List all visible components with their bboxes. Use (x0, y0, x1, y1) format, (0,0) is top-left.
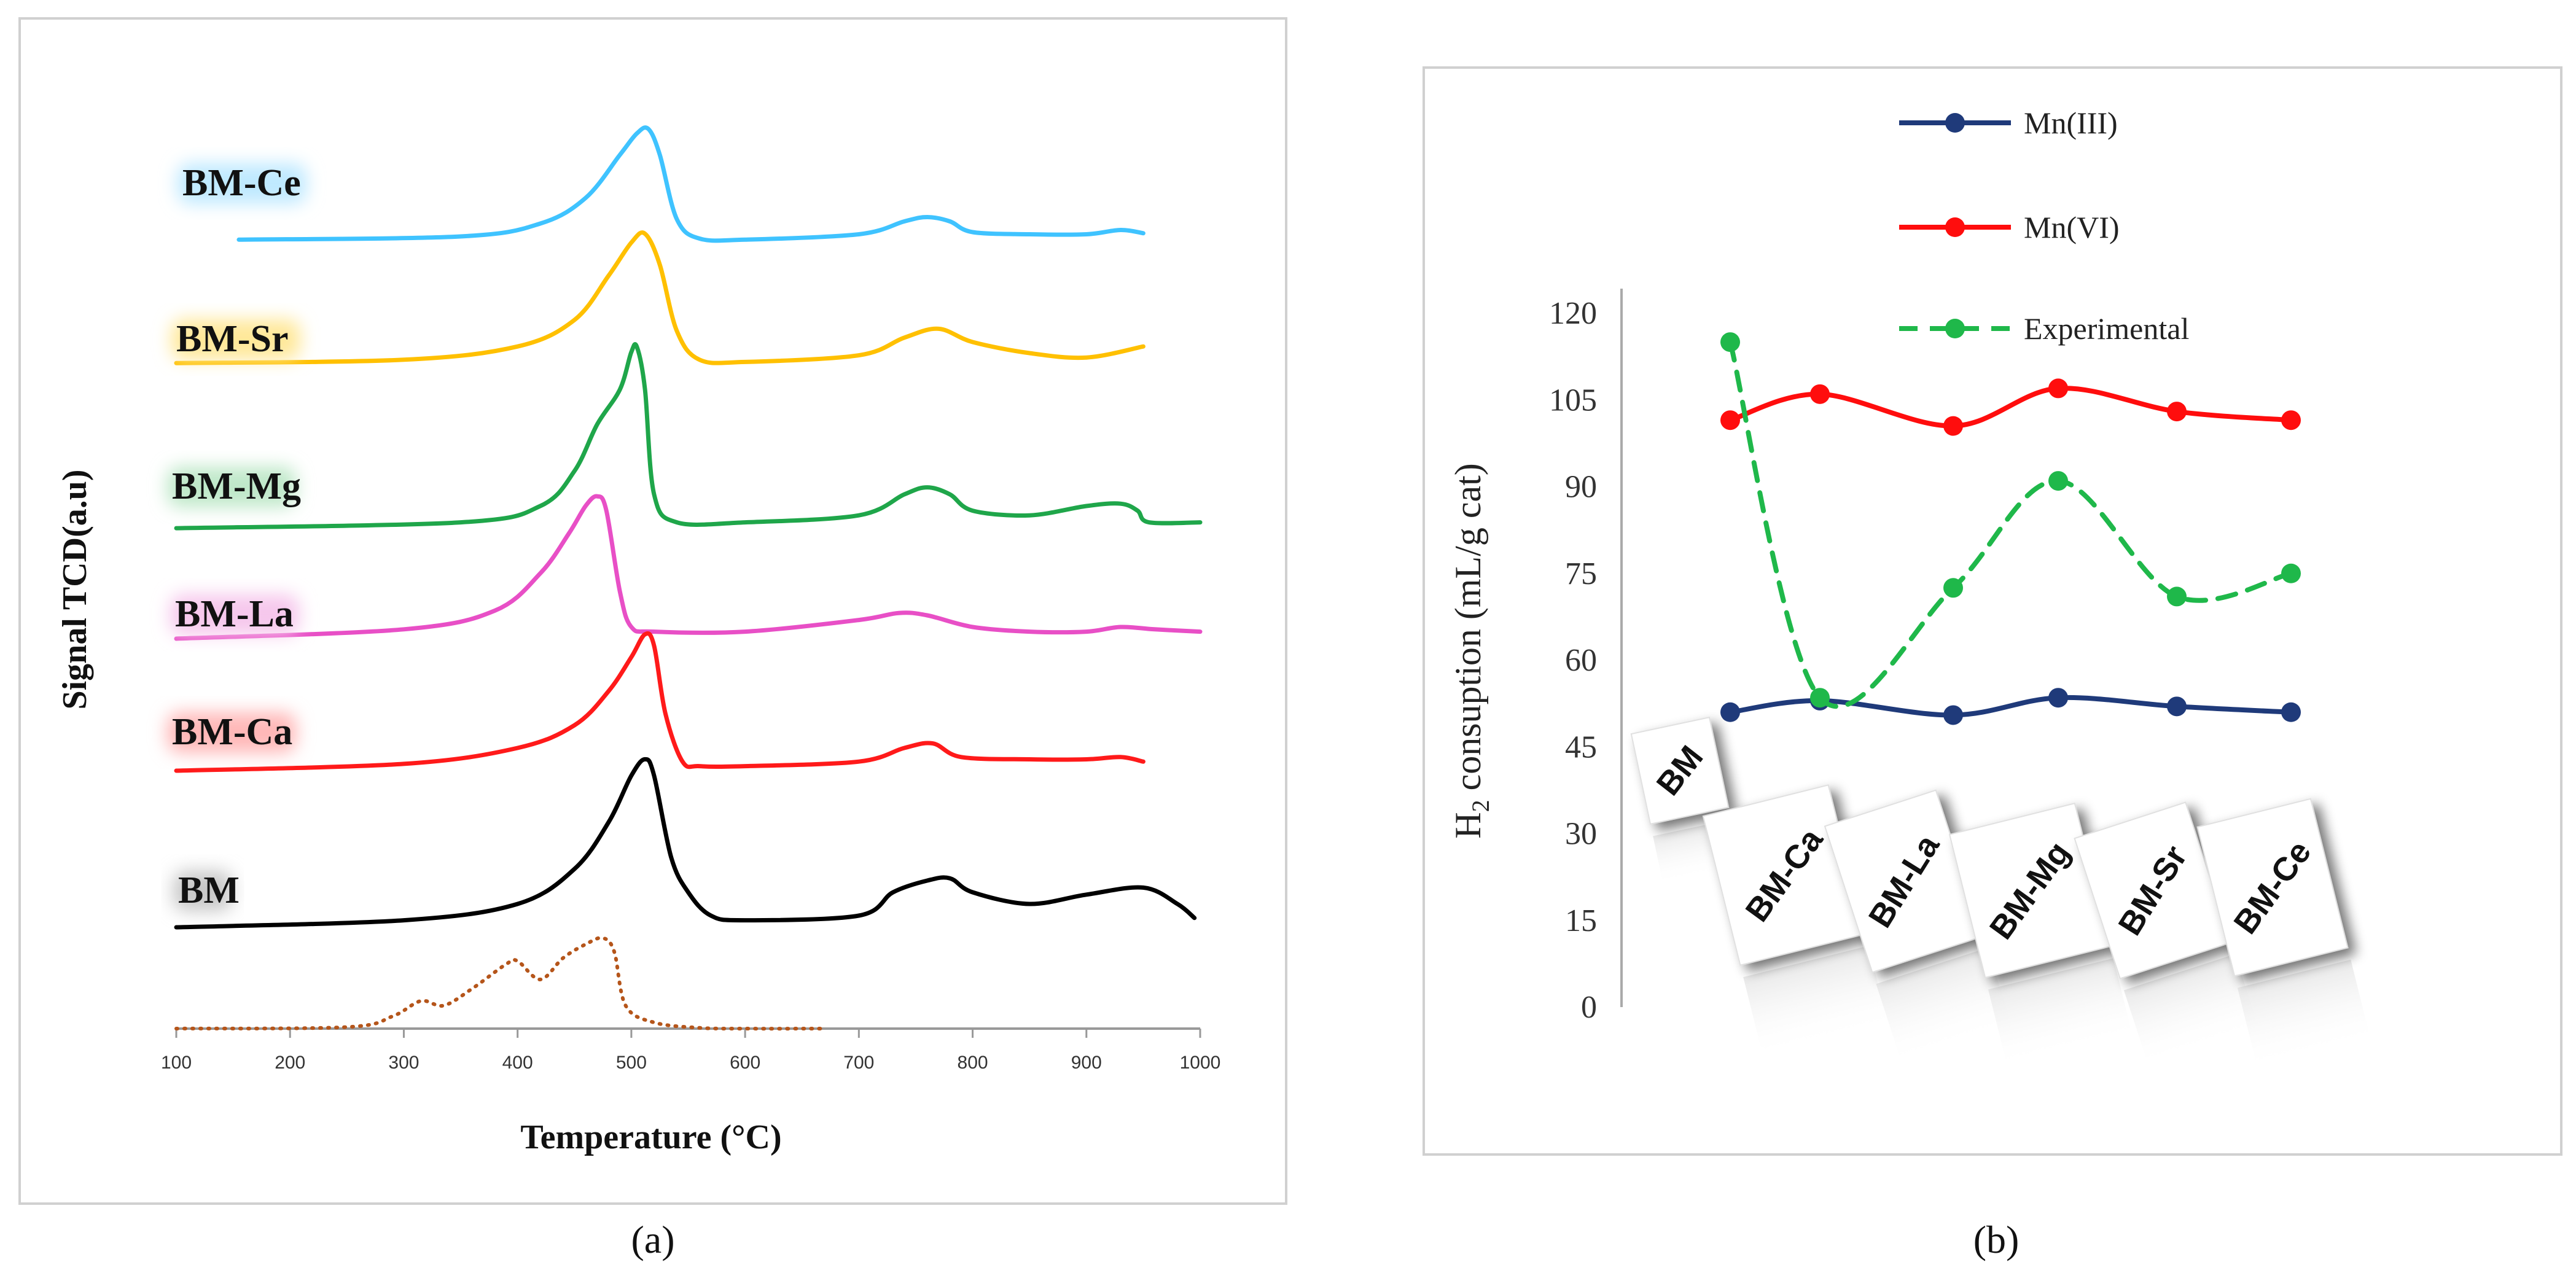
x-tick-label: 800 (958, 1053, 988, 1073)
data-point-experimental (2281, 563, 2301, 583)
data-point-mn-iii (2281, 702, 2301, 722)
tpr-curve-bm-ce (236, 125, 1146, 243)
data-point-mn-vi (1943, 416, 1963, 436)
category-card-bm-la: BM-La (1824, 789, 2013, 1065)
y-tick-label: 0 (1581, 990, 1597, 1025)
legend-swatch-marker (1945, 319, 1965, 338)
series-label-glow (173, 871, 232, 911)
data-point-mn-iii (2048, 688, 2068, 708)
card-reflection (1988, 958, 2133, 1069)
data-point-mn-vi (2048, 378, 2068, 399)
data-point-mn-vi (1720, 410, 1740, 430)
y-tick-label: 60 (1565, 643, 1597, 678)
y-tick-label: 120 (1549, 296, 1597, 331)
series-label-glow (170, 594, 299, 635)
panel-a-series (174, 125, 1203, 1031)
panel-b-series (1720, 332, 2301, 725)
legend-label-experimental: Experimental (2024, 311, 2189, 346)
caption-a: (a) (631, 1218, 674, 1261)
data-point-experimental (1943, 578, 1963, 598)
tpr-curve-bm-ca (174, 631, 1146, 773)
tpr-curve-bm (174, 757, 1197, 930)
data-point-mn-iii (2167, 696, 2187, 717)
x-tick-label: 1000 (1180, 1053, 1221, 1073)
y-title-subscript: 2 (1467, 800, 1494, 812)
series-label-bm-ce: BM-Ce (182, 162, 301, 204)
data-point-experimental (2167, 586, 2187, 607)
y-tick-label: 15 (1565, 903, 1597, 938)
series-label-glow (178, 163, 306, 204)
card-reflection (1743, 946, 1889, 1059)
category-card-bm-ce: BM-Ce (2196, 798, 2371, 1070)
panel-a-x-ticks: 100 200 300 400 500 600 700 800 900 1000 (161, 1029, 1220, 1073)
x-tick-label: 400 (502, 1053, 533, 1073)
card-reflection (2237, 959, 2371, 1070)
series-label-bm-ca: BM-Ca (172, 711, 292, 753)
series-label-bm-la: BM-La (175, 593, 294, 635)
legend-label-mn-vi: Mn(VI) (2024, 210, 2120, 244)
x-tick-label: 900 (1071, 1053, 1102, 1073)
category-card-bm-sr: BM-Sr (2074, 801, 2260, 1068)
series-label-glow (171, 319, 300, 360)
data-point-mn-iii (1943, 705, 1963, 725)
series-label-bm: BM (178, 870, 240, 911)
data-point-experimental (2048, 471, 2068, 491)
data-point-mn-vi (2167, 402, 2187, 422)
x-tick-label: 700 (843, 1053, 874, 1073)
x-tick-label: 500 (616, 1053, 647, 1073)
category-card-bm-mg: BM-Mg (1948, 802, 2133, 1069)
data-point-experimental (1720, 332, 1740, 352)
x-tick-label: 100 (161, 1053, 192, 1073)
x-tick-label: 300 (388, 1053, 419, 1073)
tpr-curve-reference (174, 936, 827, 1031)
panel-a-series-labels: BM-Ce BM-Sr BM-Mg BM-La BM-Ca BM (167, 162, 306, 911)
panel-b-legend: Mn(III) Mn(VI) Experimental (1899, 106, 2189, 346)
x-tick-label: 600 (730, 1053, 760, 1073)
legend-swatch-marker (1945, 113, 1965, 133)
data-point-mn-vi (1810, 384, 1830, 404)
category-card-bm-ca: BM-Ca (1702, 784, 1889, 1059)
panel-a-y-axis-title: Signal TCD(a.u) (56, 469, 94, 709)
tpr-curve-bm-mg (174, 342, 1203, 531)
series-label-glow (167, 467, 296, 507)
card-reflection (2123, 954, 2260, 1068)
data-point-mn-iii (1720, 702, 1740, 722)
y-title-main: H (1448, 812, 1488, 838)
tpr-curve-bm-sr (174, 230, 1146, 365)
y-tick-label: 45 (1565, 730, 1597, 765)
data-point-mn-vi (2281, 410, 2301, 430)
y-tick-label: 105 (1549, 383, 1597, 418)
card-face (2196, 798, 2349, 977)
caption-b: (b) (1973, 1218, 2020, 1261)
series-label-bm-mg: BM-Mg (172, 465, 301, 507)
series-label-bm-sr: BM-Sr (176, 318, 289, 360)
panel-b-y-ticks: 120 105 90 75 60 45 30 15 0 (1549, 296, 1597, 1025)
panel-a-x-axis-title: Temperature (°C) (520, 1118, 781, 1156)
data-point-experimental (1810, 688, 1830, 708)
series-label-glow (167, 712, 296, 753)
tpr-curve-bm-la (174, 494, 1203, 641)
y-tick-label: 90 (1565, 470, 1597, 505)
y-tick-label: 75 (1565, 556, 1597, 591)
card-reflection (1876, 948, 2013, 1065)
y-tick-label: 30 (1565, 817, 1597, 852)
y-title-rest: consuption (mL/g cat) (1448, 463, 1488, 800)
x-tick-label: 200 (275, 1053, 305, 1073)
card-face (1630, 716, 1730, 825)
legend-swatch-marker (1945, 217, 1965, 237)
panel-b-y-axis-title: H2 consuption (mL/g cat) (1448, 463, 1494, 839)
legend-label-mn-iii: Mn(III) (2024, 106, 2118, 140)
